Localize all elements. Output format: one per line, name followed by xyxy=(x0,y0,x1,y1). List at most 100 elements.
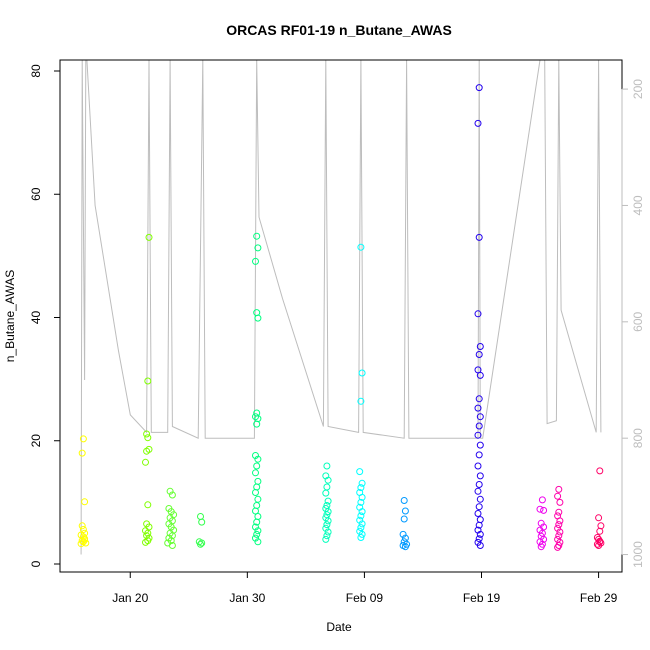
secondary-track-layer xyxy=(80,59,602,555)
data-point xyxy=(323,483,331,491)
y-tick-label: 0 xyxy=(29,560,43,567)
data-point xyxy=(475,535,483,543)
data-point xyxy=(167,537,175,545)
data-point xyxy=(252,489,259,496)
data-point xyxy=(198,518,206,526)
data-point xyxy=(166,487,174,495)
data-point xyxy=(252,523,259,531)
data-point xyxy=(357,243,365,251)
data-point xyxy=(476,441,484,449)
data-point xyxy=(475,84,483,92)
data-point xyxy=(77,540,85,548)
x-tick-label: Feb 29 xyxy=(580,591,618,605)
data-point xyxy=(253,530,261,538)
data-point xyxy=(324,497,332,505)
data-point xyxy=(540,506,548,514)
data-point xyxy=(357,484,365,492)
data-point xyxy=(555,521,563,529)
data-point xyxy=(357,512,365,520)
data-point xyxy=(254,538,262,546)
data-point xyxy=(475,351,483,358)
data-point xyxy=(142,538,149,546)
data-point xyxy=(78,522,86,530)
data-point xyxy=(596,527,604,535)
data-point xyxy=(540,535,548,543)
x-tick-label: Feb 09 xyxy=(346,591,384,605)
data-point xyxy=(475,481,483,488)
data-point xyxy=(252,413,259,421)
data-point xyxy=(324,517,332,525)
chart-title: ORCAS RF01-19 n_Butane_AWAS xyxy=(226,22,452,38)
data-point xyxy=(252,257,259,265)
data-point xyxy=(358,369,366,377)
y-right-tick-label: 400 xyxy=(631,195,645,215)
data-point xyxy=(322,489,330,497)
data-point xyxy=(476,472,484,480)
data-point xyxy=(538,496,546,504)
data-point xyxy=(476,371,484,379)
data-point xyxy=(475,521,483,529)
data-point xyxy=(555,485,563,493)
data-point xyxy=(536,505,544,513)
data-point xyxy=(254,513,262,520)
data-point xyxy=(253,232,261,240)
data-point xyxy=(254,477,262,485)
data-point xyxy=(252,469,259,477)
data-point xyxy=(475,451,483,459)
data-point xyxy=(81,536,89,544)
data-point xyxy=(79,435,87,443)
data-point xyxy=(322,524,330,532)
data-point xyxy=(357,524,365,532)
data-point xyxy=(323,462,331,470)
data-point xyxy=(537,543,545,551)
data-point xyxy=(197,513,204,520)
data-point xyxy=(79,533,87,541)
data-point xyxy=(555,532,563,540)
data-point xyxy=(476,530,484,538)
y-right-tick-label: 200 xyxy=(631,79,645,99)
data-point xyxy=(554,543,562,551)
data-point xyxy=(474,431,482,439)
y-tick-label: 20 xyxy=(29,434,43,448)
data-point xyxy=(144,377,152,385)
y-tick-label: 80 xyxy=(29,64,43,78)
data-point xyxy=(168,491,176,499)
data-point xyxy=(596,467,604,475)
data-point xyxy=(595,514,603,522)
data-point xyxy=(556,528,564,536)
data-point xyxy=(253,462,261,470)
y-tick-label: 40 xyxy=(29,311,43,325)
x-tick-label: Jan 20 xyxy=(112,591,148,605)
data-point xyxy=(357,397,365,405)
data-point xyxy=(324,476,332,484)
data-point xyxy=(554,524,562,532)
data-point xyxy=(476,413,484,421)
data-point xyxy=(401,507,409,515)
data-point xyxy=(358,520,366,528)
data-point xyxy=(254,455,262,463)
y-axis: 0 20 40 60 80 xyxy=(29,64,61,567)
data-point xyxy=(554,492,562,500)
data-point xyxy=(595,542,603,549)
data-point xyxy=(476,343,484,350)
data-point xyxy=(168,532,176,540)
data-point xyxy=(356,516,364,524)
data-point xyxy=(253,420,261,428)
data-point xyxy=(357,498,365,506)
data-point xyxy=(78,449,86,457)
y-axis-label: n_Butane_AWAS xyxy=(3,270,17,363)
data-point xyxy=(399,542,407,549)
data-point xyxy=(254,527,262,535)
data-point xyxy=(474,310,482,318)
data-point xyxy=(143,532,151,540)
data-point xyxy=(143,430,151,438)
secondary-track-line xyxy=(80,59,602,555)
data-point xyxy=(400,497,408,504)
data-point xyxy=(322,535,330,543)
data-point xyxy=(324,508,332,516)
data-point xyxy=(252,534,259,542)
data-point xyxy=(474,462,482,470)
data-point xyxy=(253,502,261,509)
data-point xyxy=(556,498,564,506)
